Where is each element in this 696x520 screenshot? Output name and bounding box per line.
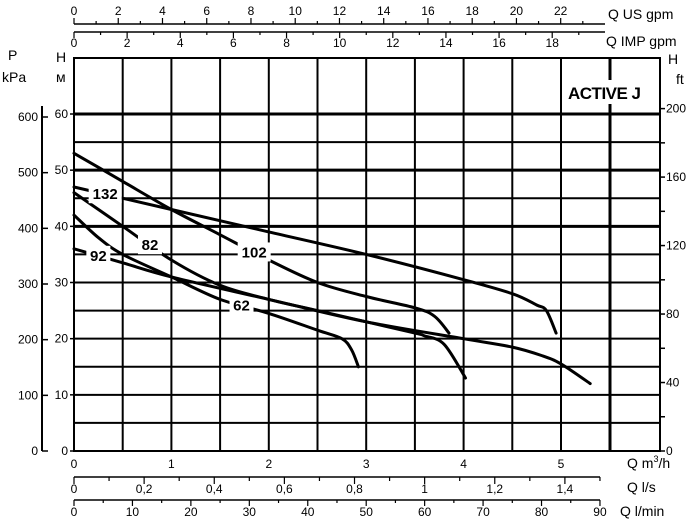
ls-tick-label: 1 <box>421 482 428 496</box>
head-ft-tick-label: 200 <box>666 102 686 116</box>
m3h-tick-label: 2 <box>265 457 272 471</box>
chart-curves: 62 82 92 102 132 <box>72 151 592 386</box>
us-gpm-tick-label: 18 <box>466 4 480 18</box>
ls-tick-label: 1,2 <box>486 482 503 496</box>
curve-label-62: 62 <box>233 298 250 315</box>
us-gpm-tick-label: 0 <box>71 4 78 18</box>
head-m-axis-unit: м <box>56 69 66 85</box>
lmin-tick-label: 50 <box>360 505 374 519</box>
us-gpm-tick-label: 12 <box>333 4 347 18</box>
lmin-tick-label: 20 <box>184 505 198 519</box>
lmin-tick-label: 60 <box>418 505 432 519</box>
curve-label-background <box>86 245 111 265</box>
curve-label-102: 102 <box>242 244 267 261</box>
ls-tick-label: 0,4 <box>206 482 223 496</box>
imp-gpm-tick-label: 6 <box>230 36 237 50</box>
us-gpm-tick-label: 8 <box>248 4 255 18</box>
us-gpm-tick-label: 4 <box>159 4 166 18</box>
chart-title: ACTIVE J <box>568 84 641 103</box>
pressure-axis-title: P <box>8 47 17 63</box>
ls-tick-label: 1,4 <box>557 482 574 496</box>
us-gpm-tick-label: 14 <box>377 4 391 18</box>
pressure-tick-label: 400 <box>18 221 38 235</box>
us-gpm-tick-label: 16 <box>421 4 435 18</box>
ls-axis-title: Q l/s <box>627 479 656 495</box>
head-ft-tick-label: 160 <box>666 170 686 184</box>
curve-102 <box>72 151 451 335</box>
curve-62 <box>72 213 360 369</box>
head-ft-tick-label: 80 <box>666 307 680 321</box>
curve-label-background <box>229 295 254 315</box>
lmin-tick-label: 10 <box>126 505 140 519</box>
ls-tick-label: 0,8 <box>346 482 363 496</box>
m3h-tick-label: 0 <box>71 457 78 471</box>
lmin-tick-label: 40 <box>301 505 315 519</box>
us-gpm-tick-label: 20 <box>510 4 524 18</box>
curve-label-background <box>137 235 162 255</box>
head-m-tick-label: 20 <box>55 332 69 346</box>
head-m-tick-label: 30 <box>55 276 69 290</box>
pressure-tick-label: 500 <box>18 166 38 180</box>
head-ft-tick-label: 40 <box>666 376 680 390</box>
lmin-tick-label: 80 <box>535 505 549 519</box>
us-gpm-tick-label: 6 <box>203 4 210 18</box>
lmin-tick-label: 30 <box>243 505 257 519</box>
pressure-tick-label: 200 <box>18 333 38 347</box>
pressure-tick-label: 300 <box>18 277 38 291</box>
chart-grid <box>73 57 661 452</box>
pressure-axis-unit: kPa <box>2 69 26 85</box>
imp-gpm-tick-label: 14 <box>439 36 453 50</box>
us-gpm-tick-label: 22 <box>554 4 568 18</box>
curve-132 <box>72 185 558 335</box>
head-m-tick-label: 40 <box>55 219 69 233</box>
ls-tick-label: 0,2 <box>136 482 153 496</box>
m3h-axis-title: Q m3/h <box>627 454 670 471</box>
head-m-tick-label: 50 <box>55 163 69 177</box>
head-ft-tick-label: 120 <box>666 239 686 253</box>
curve-label-82: 82 <box>142 237 159 254</box>
lmin-axis-title: Q l/min <box>620 503 664 519</box>
m3h-tick-label: 3 <box>363 457 370 471</box>
chart-title-background <box>565 80 645 104</box>
curve-label-132: 132 <box>93 186 118 203</box>
imp-gpm-axis-title: Q IMP gpm <box>606 33 677 49</box>
imp-gpm-tick-label: 18 <box>546 36 560 50</box>
us-gpm-tick-label: 10 <box>289 4 303 18</box>
imp-gpm-tick-label: 12 <box>386 36 400 50</box>
head-ft-axis-unit: ft <box>676 71 684 87</box>
imp-gpm-tick-label: 16 <box>492 36 506 50</box>
head-m-tick-label: 60 <box>55 107 69 121</box>
head-ft-tick-label: 0 <box>666 444 673 458</box>
m3h-tick-label: 4 <box>460 457 467 471</box>
curve-label-92: 92 <box>90 248 107 265</box>
curve-label-background <box>237 242 271 262</box>
pressure-tick-label: 100 <box>18 388 38 402</box>
lmin-tick-label: 70 <box>476 505 490 519</box>
chart-axes <box>41 23 605 501</box>
m3h-tick-label: 5 <box>558 457 565 471</box>
imp-gpm-tick-label: 8 <box>283 36 290 50</box>
imp-gpm-tick-label: 4 <box>177 36 184 50</box>
pressure-tick-label: 0 <box>31 444 38 458</box>
ls-tick-label: 0,6 <box>276 482 293 496</box>
pressure-tick-label: 600 <box>18 110 38 124</box>
imp-gpm-tick-label: 0 <box>71 36 78 50</box>
lmin-tick-label: 0 <box>71 505 78 519</box>
imp-gpm-tick-label: 2 <box>124 36 131 50</box>
head-ft-axis-title: H <box>668 51 678 67</box>
head-m-tick-label: 0 <box>61 444 68 458</box>
head-m-tick-label: 10 <box>55 388 69 402</box>
lmin-tick-label: 90 <box>593 505 607 519</box>
chart-ticks: 0100200300400500600010203040506004080120… <box>18 4 686 519</box>
imp-gpm-tick-label: 10 <box>333 36 347 50</box>
m3h-tick-label: 1 <box>168 457 175 471</box>
ls-tick-label: 0 <box>71 482 78 496</box>
curve-label-background <box>88 184 122 204</box>
us-gpm-axis-title: Q US gpm <box>608 6 673 22</box>
head-m-axis-title: H <box>56 49 66 65</box>
curve-92 <box>72 247 592 386</box>
us-gpm-tick-label: 2 <box>115 4 122 18</box>
